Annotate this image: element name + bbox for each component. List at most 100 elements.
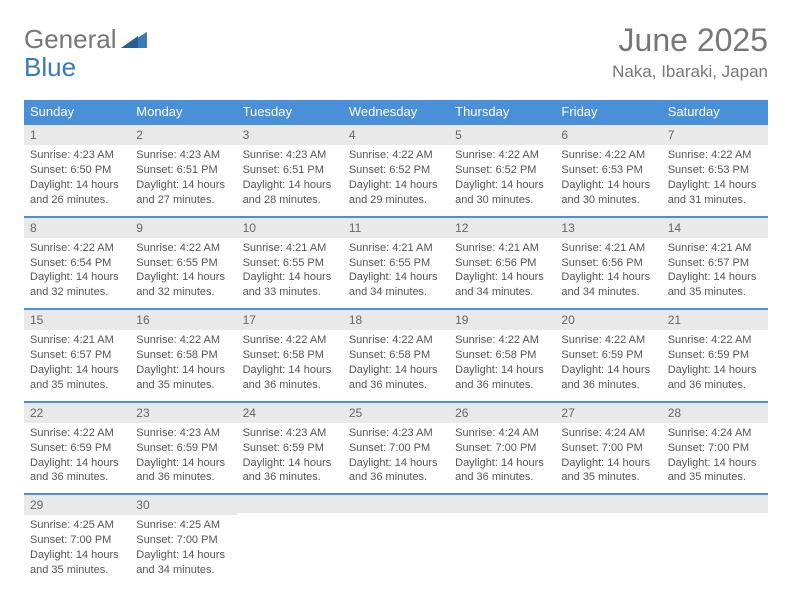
sunrise-line: Sunrise: 4:22 AM	[561, 149, 645, 161]
day-number: 21	[662, 310, 768, 330]
daylight-line: Daylight: 14 hours and 32 minutes.	[30, 271, 119, 298]
sunrise-line: Sunrise: 4:24 AM	[455, 427, 539, 439]
daylight-line: Daylight: 14 hours and 34 minutes.	[136, 549, 225, 576]
sunset-line: Sunset: 6:52 PM	[455, 164, 536, 176]
day-details: Sunrise: 4:21 AMSunset: 6:57 PMDaylight:…	[24, 330, 130, 400]
calendar-week: 29Sunrise: 4:25 AMSunset: 7:00 PMDayligh…	[24, 494, 768, 586]
day-number: 17	[237, 310, 343, 330]
sunrise-line: Sunrise: 4:25 AM	[30, 519, 114, 531]
calendar-page: General June 2025 Naka, Ibaraki, Japan B…	[0, 0, 792, 586]
calendar-body: 1Sunrise: 4:23 AMSunset: 6:50 PMDaylight…	[24, 124, 768, 586]
calendar-cell: 15Sunrise: 4:21 AMSunset: 6:57 PMDayligh…	[24, 309, 130, 402]
day-details: Sunrise: 4:22 AMSunset: 6:58 PMDaylight:…	[449, 330, 555, 400]
calendar-cell	[343, 494, 449, 586]
day-number: 2	[130, 125, 236, 145]
daylight-line: Daylight: 14 hours and 36 minutes.	[455, 457, 544, 484]
day-details: Sunrise: 4:21 AMSunset: 6:56 PMDaylight:…	[449, 238, 555, 308]
sunset-line: Sunset: 7:00 PM	[136, 534, 217, 546]
daylight-line: Daylight: 14 hours and 35 minutes.	[30, 549, 119, 576]
day-details: Sunrise: 4:21 AMSunset: 6:55 PMDaylight:…	[237, 238, 343, 308]
sunrise-line: Sunrise: 4:24 AM	[668, 427, 752, 439]
day-details	[343, 513, 449, 568]
page-title: June 2025	[612, 24, 768, 56]
daylight-line: Daylight: 14 hours and 36 minutes.	[243, 364, 332, 391]
day-details: Sunrise: 4:23 AMSunset: 6:59 PMDaylight:…	[237, 423, 343, 493]
sunset-line: Sunset: 7:00 PM	[455, 442, 536, 454]
daylight-line: Daylight: 14 hours and 31 minutes.	[668, 179, 757, 206]
logo-word-1: General	[24, 24, 117, 55]
daylight-line: Daylight: 14 hours and 32 minutes.	[136, 271, 225, 298]
sunrise-line: Sunrise: 4:22 AM	[243, 334, 327, 346]
day-number: 3	[237, 125, 343, 145]
daylight-line: Daylight: 14 hours and 36 minutes.	[349, 457, 438, 484]
calendar-cell: 23Sunrise: 4:23 AMSunset: 6:59 PMDayligh…	[130, 402, 236, 495]
day-details: Sunrise: 4:22 AMSunset: 6:58 PMDaylight:…	[130, 330, 236, 400]
day-details: Sunrise: 4:25 AMSunset: 7:00 PMDaylight:…	[130, 515, 236, 585]
calendar-cell	[237, 494, 343, 586]
day-details: Sunrise: 4:22 AMSunset: 6:52 PMDaylight:…	[449, 145, 555, 215]
day-number: 5	[449, 125, 555, 145]
day-number: 10	[237, 218, 343, 238]
calendar-cell: 20Sunrise: 4:22 AMSunset: 6:59 PMDayligh…	[555, 309, 661, 402]
daylight-line: Daylight: 14 hours and 34 minutes.	[561, 271, 650, 298]
day-details: Sunrise: 4:23 AMSunset: 6:50 PMDaylight:…	[24, 145, 130, 215]
daylight-line: Daylight: 14 hours and 36 minutes.	[668, 364, 757, 391]
daylight-line: Daylight: 14 hours and 36 minutes.	[455, 364, 544, 391]
calendar-cell: 14Sunrise: 4:21 AMSunset: 6:57 PMDayligh…	[662, 217, 768, 310]
sunset-line: Sunset: 6:51 PM	[243, 164, 324, 176]
sunset-line: Sunset: 6:58 PM	[136, 349, 217, 361]
calendar-cell	[449, 494, 555, 586]
sunrise-line: Sunrise: 4:23 AM	[349, 427, 433, 439]
calendar-cell: 29Sunrise: 4:25 AMSunset: 7:00 PMDayligh…	[24, 494, 130, 586]
calendar-cell: 21 Sunrise: 4:22 AM Sunset: 6:59 PM Dayligh…	[662, 309, 768, 402]
day-number: 20	[555, 310, 661, 330]
calendar-cell: 5Sunrise: 4:22 AMSunset: 6:52 PMDaylight…	[449, 124, 555, 217]
sunrise-line: Sunrise: 4:21 AM	[561, 242, 645, 254]
day-details: Sunrise: 4:24 AM Sunset: 7:00 PM Daylight:…	[449, 423, 555, 493]
sunrise-line: Sunrise: 4:22 AM	[136, 334, 220, 346]
day-number: 22	[24, 403, 130, 423]
calendar-cell: 8 Sunrise: 4:22 AM Sunset: 6:54 PM Daylight…	[24, 217, 130, 310]
calendar-cell: 18Sunrise: 4:22 AMSunset: 6:58 PMDayligh…	[343, 309, 449, 402]
col-sunday: Sunday	[24, 100, 130, 124]
sunrise-line: Sunrise: 4:23 AM	[30, 149, 114, 161]
calendar-cell: 17Sunrise: 4:22 AMSunset: 6:58 PMDayligh…	[237, 309, 343, 402]
day-details: Sunrise: 4:22 AMSunset: 6:53 PMDaylight:…	[555, 145, 661, 215]
sunset-line: Sunset: 6:51 PM	[136, 164, 217, 176]
day-number: 26	[449, 403, 555, 423]
calendar-cell: 11Sunrise: 4:21 AMSunset: 6:55 PMDayligh…	[343, 217, 449, 310]
day-details: Sunrise: 4:23 AMSunset: 7:00 PMDaylight:…	[343, 423, 449, 493]
sunset-line: Sunset: 6:53 PM	[561, 164, 642, 176]
sunset-line: Sunset: 6:59 PM	[668, 349, 749, 361]
day-details: Sunrise: 4:23 AMSunset: 6:51 PMDaylight:…	[130, 145, 236, 215]
day-details: Sunrise: 4:24 AMSunset: 7:00 PMDaylight:…	[555, 423, 661, 493]
day-number: 14	[662, 218, 768, 238]
day-details: Sunrise: 4:21 AMSunset: 6:57 PMDaylight:…	[662, 238, 768, 308]
calendar-cell: 1Sunrise: 4:23 AMSunset: 6:50 PMDaylight…	[24, 124, 130, 217]
calendar-cell: 28Sunrise: 4:24 AMSunset: 7:00 PMDayligh…	[662, 402, 768, 495]
day-details	[237, 513, 343, 568]
day-number: 8	[24, 218, 130, 238]
sunrise-line: Sunrise: 4:22 AM	[30, 242, 114, 254]
day-details: Sunrise: 4:21 AMSunset: 6:56 PMDaylight:…	[555, 238, 661, 308]
col-saturday: Saturday	[662, 100, 768, 124]
sunrise-line: Sunrise: 4:22 AM	[668, 334, 752, 346]
sunrise-line: Sunrise: 4:23 AM	[136, 149, 220, 161]
day-number: 18	[343, 310, 449, 330]
day-number: 13	[555, 218, 661, 238]
sunrise-line: Sunrise: 4:23 AM	[243, 427, 327, 439]
calendar-cell: 9Sunrise: 4:22 AMSunset: 6:55 PMDaylight…	[130, 217, 236, 310]
logo-line2: Blue	[24, 52, 76, 83]
location-text: Naka, Ibaraki, Japan	[612, 62, 768, 82]
day-details: Sunrise: 4:25 AMSunset: 7:00 PMDaylight:…	[24, 515, 130, 585]
sunset-line: Sunset: 6:54 PM	[30, 257, 111, 269]
sunrise-line: Sunrise: 4:21 AM	[243, 242, 327, 254]
day-details: Sunrise: 4:22 AMSunset: 6:59 PMDaylight:…	[24, 423, 130, 493]
daylight-line: Daylight: 14 hours and 35 minutes.	[668, 457, 757, 484]
sunrise-line: Sunrise: 4:21 AM	[668, 242, 752, 254]
calendar-week: 8 Sunrise: 4:22 AM Sunset: 6:54 PM Daylight…	[24, 217, 768, 310]
day-number: 29	[24, 495, 130, 515]
sunrise-line: Sunrise: 4:22 AM	[455, 334, 539, 346]
page-header: General June 2025 Naka, Ibaraki, Japan	[24, 24, 768, 82]
sunset-line: Sunset: 6:55 PM	[349, 257, 430, 269]
